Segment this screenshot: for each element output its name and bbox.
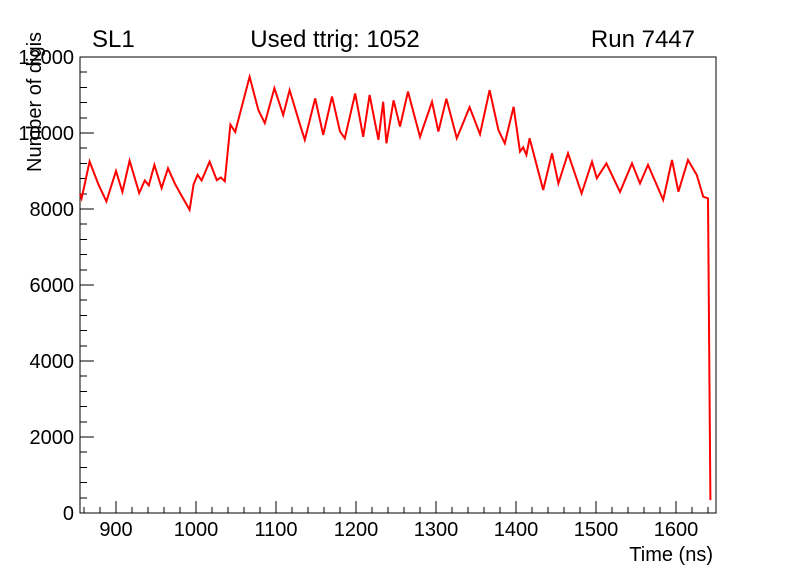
svg-text:6000: 6000 xyxy=(30,275,75,297)
svg-text:1100: 1100 xyxy=(254,519,297,541)
svg-text:900: 900 xyxy=(99,519,132,541)
svg-text:8000: 8000 xyxy=(30,199,75,221)
svg-text:1300: 1300 xyxy=(414,519,459,541)
svg-text:0: 0 xyxy=(63,503,74,525)
pad-title-left: SL1 xyxy=(92,26,135,53)
histogram-line xyxy=(79,72,712,501)
x-axis-tick-labels: 900 1000 1100 1200 1300 1400 1500 1600 xyxy=(99,519,698,541)
svg-text:4000: 4000 xyxy=(30,351,75,373)
pad-title-right: Run 7447 xyxy=(590,26,695,53)
plot-frame xyxy=(79,56,717,514)
y-axis-ticks xyxy=(80,56,94,514)
svg-text:1600: 1600 xyxy=(654,519,699,541)
x-axis-title: Time (ns) xyxy=(629,544,713,566)
svg-text:1200: 1200 xyxy=(334,519,379,541)
y-axis-tick-labels: 0 2000 4000 6000 8000 10000 12000 xyxy=(18,47,74,525)
svg-text:12000: 12000 xyxy=(18,47,74,69)
pad-title-center: Used ttrig: 1052 xyxy=(250,26,420,53)
svg-text:2000: 2000 xyxy=(30,427,75,449)
svg-text:1500: 1500 xyxy=(574,519,619,541)
svg-text:1000: 1000 xyxy=(174,519,219,541)
svg-text:1400: 1400 xyxy=(494,519,539,541)
y-axis-title: Number of digis xyxy=(24,32,46,172)
x-axis-ticks xyxy=(83,501,709,513)
svg-text:10000: 10000 xyxy=(18,123,74,145)
